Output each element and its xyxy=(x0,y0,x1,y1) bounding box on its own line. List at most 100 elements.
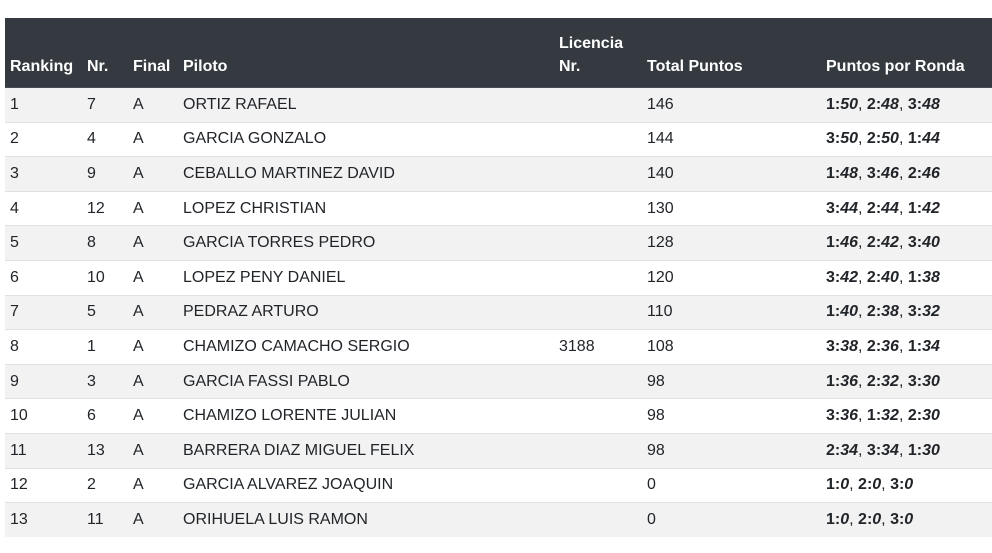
cell-nr: 13 xyxy=(82,432,128,469)
cell-total-puntos: 146 xyxy=(647,95,674,113)
ronda-number: 2 xyxy=(866,199,876,217)
ronda-number: 1 xyxy=(907,268,917,286)
cell-nr: 11 xyxy=(82,502,128,538)
cell-puntos-por-ronda: 3:42, 2:40, 1:38 xyxy=(821,259,992,296)
cell-puntos-por-ronda: 3:44, 2:44, 1:42 xyxy=(821,190,992,226)
cell-puntos-por-ronda: 2:34, 3:34, 1:30 xyxy=(821,432,992,469)
cell-total-puntos: 110 xyxy=(642,294,821,330)
cell-ranking: 6 xyxy=(5,259,82,296)
ronda-points: 36 xyxy=(840,407,859,425)
ronda-number: 1 xyxy=(907,441,917,459)
table-header: Ranking Nr. Final Piloto Licencia Nr. Tot… xyxy=(5,18,992,88)
cell-piloto: CHAMIZO CAMACHO SERGIO xyxy=(178,329,554,365)
cell-licencia xyxy=(554,225,642,261)
cell-final: A xyxy=(128,190,178,226)
ronda-number: 1 xyxy=(826,511,835,529)
cell-total-puntos: 98 xyxy=(642,432,821,469)
ronda-points: 44 xyxy=(922,130,940,148)
ronda-number: 1 xyxy=(907,130,917,148)
ronda-number: 1 xyxy=(866,407,876,425)
cell-piloto: LOPEZ CHRISTIAN xyxy=(178,190,554,226)
header-ranking[interactable]: Ranking xyxy=(5,18,82,88)
cell-nr: 10 xyxy=(82,259,128,296)
ronda-number: 1 xyxy=(826,372,835,390)
ronda-number: 1 xyxy=(826,234,835,252)
cell-licencia xyxy=(554,432,642,469)
cell-licencia xyxy=(554,363,642,399)
cell-puntos-por-ronda: 1:36, 2:32, 3:30 xyxy=(821,363,992,399)
cell-licencia xyxy=(554,259,642,296)
ronda-number: 1 xyxy=(826,303,835,321)
header-nr[interactable]: Nr. xyxy=(82,18,128,88)
ronda-number: 1 xyxy=(826,95,835,113)
ronda-points: 0 xyxy=(872,511,882,529)
cell-ranking: 11 xyxy=(5,432,82,469)
cell-piloto: GARCIA FASSI PABLO xyxy=(178,363,554,399)
cell-total-puntos: 98 xyxy=(642,363,821,399)
cell-puntos-por-ronda: 1:0, 2:0, 3:0 xyxy=(821,502,992,538)
cell-ranking: 13 xyxy=(5,502,82,538)
cell-final: A xyxy=(128,363,178,399)
ronda-number: 1 xyxy=(826,164,835,182)
header-licencia[interactable]: Licencia Nr. xyxy=(554,18,642,88)
ronda-points: 30 xyxy=(922,441,940,459)
ronda-points: 32 xyxy=(881,372,899,390)
cell-ranking: 2 xyxy=(5,121,82,157)
ronda-number: 2 xyxy=(866,95,876,113)
ronda-points: 40 xyxy=(840,303,859,321)
cell-final: A xyxy=(128,502,178,538)
cell-puntos-por-ronda: 1:40, 2:38, 3:32 xyxy=(821,294,992,330)
cell-puntos-por-ronda: 1:46, 2:42, 3:40 xyxy=(821,225,992,261)
table-row: 4 12 A LOPEZ CHRISTIAN 130 3:44, 2:44, 1:42 xyxy=(5,190,992,226)
cell-nr: 4 xyxy=(82,121,128,157)
ronda-points: 48 xyxy=(922,95,940,113)
header-licencia-line2: Nr. xyxy=(559,58,581,75)
table-row: 9 3 A GARCIA FASSI PABLO 98 1:36, 2:32, 3:30 xyxy=(5,363,992,399)
ronda-points: 32 xyxy=(922,303,940,321)
results-table: Ranking Nr. Final Piloto Licencia Nr. Tot… xyxy=(5,18,992,538)
cell-final: A xyxy=(128,467,178,503)
ronda-number: 2 xyxy=(866,337,876,355)
cell-total-puntos: 0 xyxy=(642,502,821,538)
cell-piloto: CHAMIZO LORENTE JULIAN xyxy=(178,398,554,434)
cell-ranking: 8 xyxy=(5,329,82,365)
ronda-points: 46 xyxy=(922,164,940,182)
cell-puntos-por-ronda: 3:36, 1:32, 2:30 xyxy=(821,398,992,434)
ronda-number: 3 xyxy=(826,199,835,217)
cell-ranking: 10 xyxy=(5,398,82,434)
ronda-number: 3 xyxy=(907,372,917,390)
header-puntos-por-ronda[interactable]: Puntos por Ronda xyxy=(821,18,992,88)
ronda-points: 48 xyxy=(840,164,859,182)
cell-nr: 12 xyxy=(82,190,128,226)
ronda-points: 42 xyxy=(881,234,899,252)
cell-final: A xyxy=(128,294,178,330)
cell-ranking: 12 xyxy=(5,467,82,503)
ronda-points: 50 xyxy=(840,130,859,148)
header-licencia-line1: Licencia xyxy=(559,35,624,52)
cell-licencia xyxy=(554,467,642,503)
header-final[interactable]: Final xyxy=(128,18,178,88)
cell-piloto: CEBALLO MARTINEZ DAVID xyxy=(178,156,554,192)
table-row: 8 1 A CHAMIZO CAMACHO SERGIO 3188 108 3:38, 2:… xyxy=(5,329,992,365)
cell-total-puntos: 140 xyxy=(642,156,821,192)
table-row: 1 7 A ORTIZ RAFAEL 146 1:50, 2:48, 3:48 xyxy=(5,87,992,123)
cell-piloto: LOPEZ PENY DANIEL xyxy=(178,259,554,296)
table-row: 3 9 A CEBALLO MARTINEZ DAVID 140 1:48, 3:46, … xyxy=(5,156,992,192)
cell-licencia xyxy=(554,156,642,192)
table-row: 12 2 A GARCIA ALVAREZ JOAQUIN 0 1:0, 2:0, 3:0 xyxy=(5,467,992,503)
cell-ranking: 3 xyxy=(5,156,82,192)
ronda-number: 2 xyxy=(866,303,876,321)
header-total-puntos[interactable]: Total Puntos xyxy=(642,18,821,88)
cell-licencia xyxy=(554,294,642,330)
ronda-points: 46 xyxy=(840,234,859,252)
cell-total-puntos: 144 xyxy=(642,121,821,157)
ronda-number: 1 xyxy=(907,199,917,217)
header-piloto[interactable]: Piloto xyxy=(178,18,554,88)
cell-puntos-por-ronda: 3:50, 2:50, 1:44 xyxy=(821,121,992,157)
ronda-points: 42 xyxy=(840,268,859,286)
ronda-number: 2 xyxy=(858,511,867,529)
cell-total-puntos: 0 xyxy=(642,467,821,503)
ronda-number: 3 xyxy=(890,476,899,494)
cell-nr: 5 xyxy=(82,294,128,330)
cell-final: A xyxy=(128,259,178,296)
